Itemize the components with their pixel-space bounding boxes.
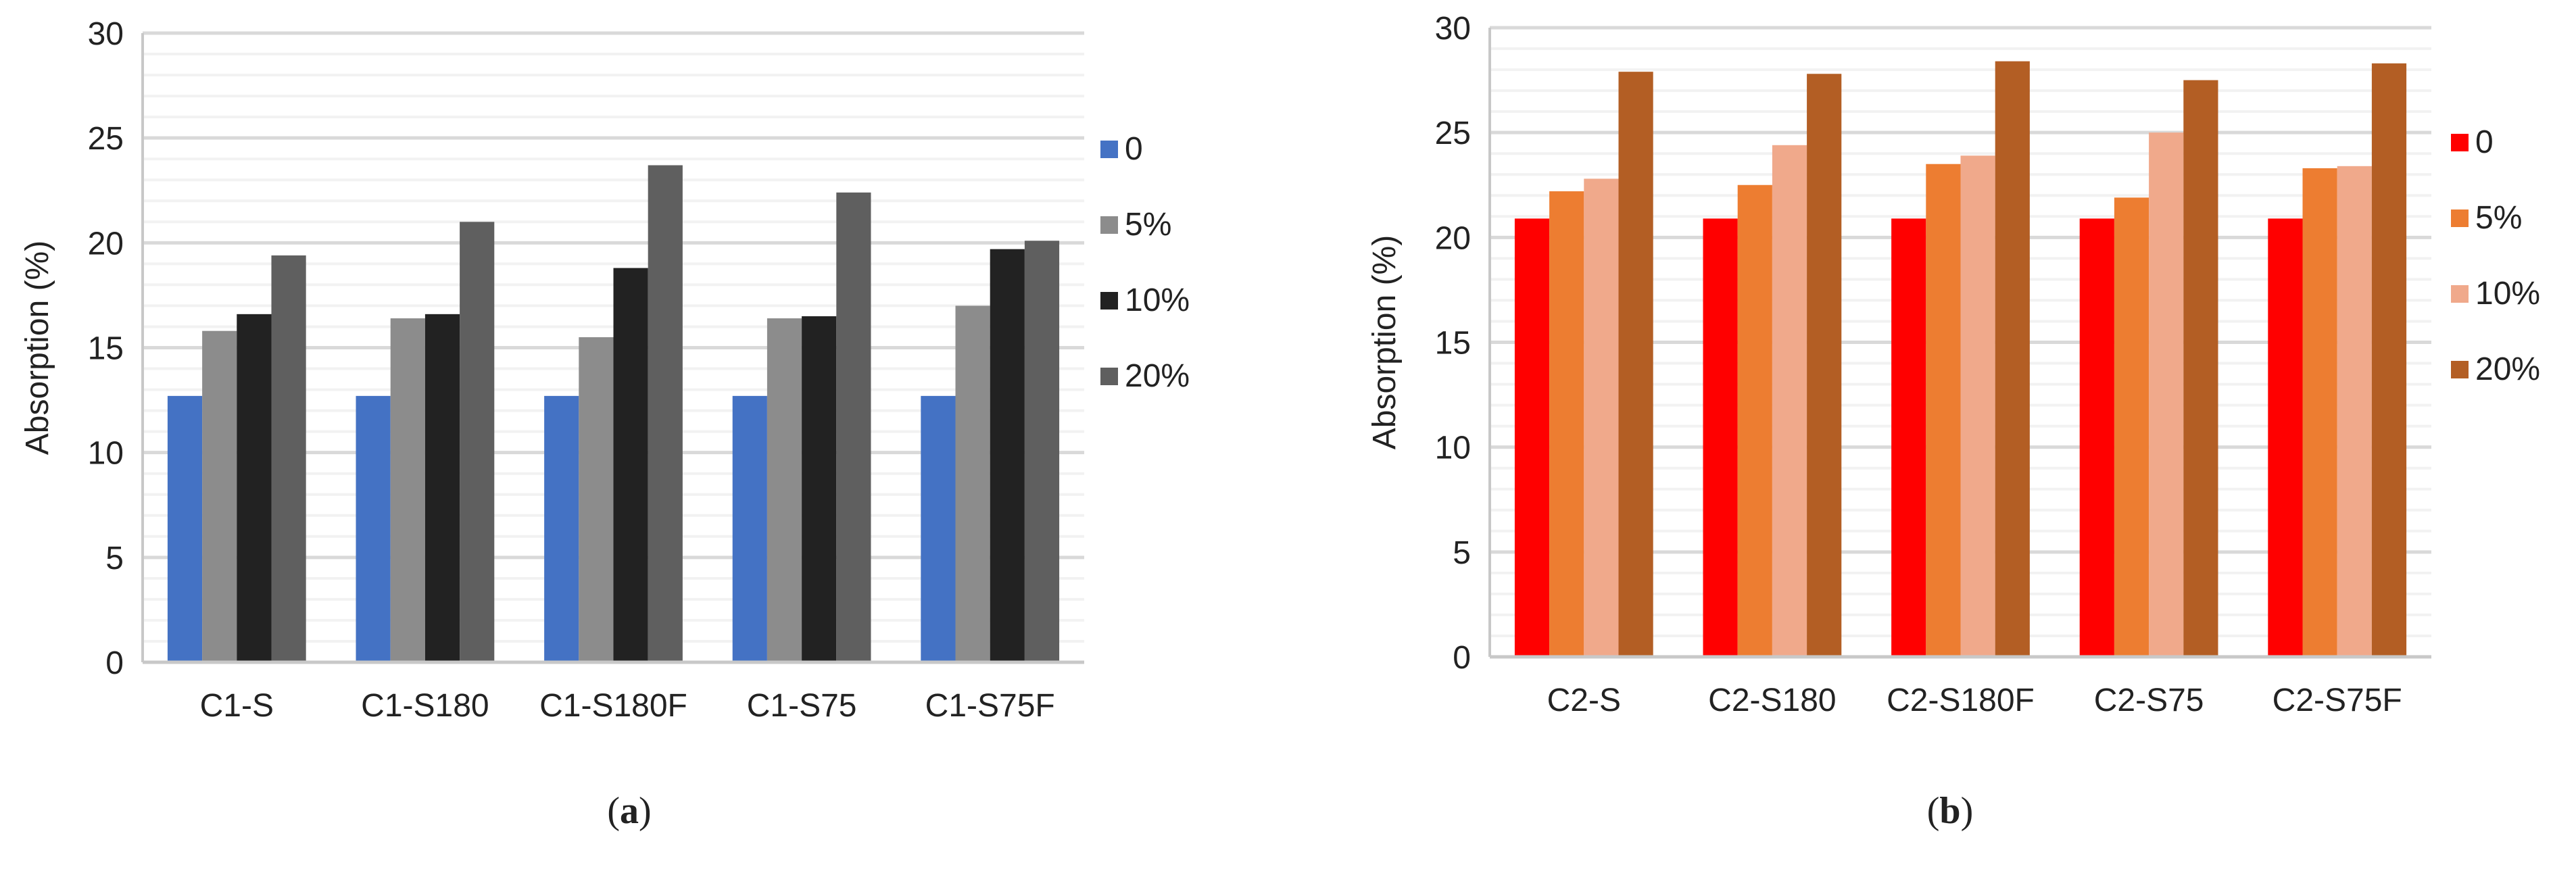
bar-C1-S75F-0 (921, 395, 956, 662)
legend-swatch (2451, 361, 2469, 378)
bar-C1-S75F-5% (955, 305, 990, 662)
y-tick-label: 10 (88, 436, 124, 472)
bar-C1-S-20% (271, 255, 306, 662)
bar-C2-S75-10% (2149, 132, 2184, 657)
legend-swatch (2451, 134, 2469, 151)
y-tick-label: 5 (105, 541, 124, 576)
y-tick-label: 25 (1435, 116, 1471, 151)
y-tick-label: 5 (1453, 535, 1471, 571)
bar-C2-S75-20% (2183, 80, 2218, 658)
bar-C2-S-0 (1514, 218, 1550, 657)
bar-C2-S75F-5% (2302, 168, 2337, 657)
legend-swatch (1100, 216, 1118, 234)
y-tick-label: 10 (1435, 430, 1471, 466)
legend-swatch (2451, 285, 2469, 303)
bar-C2-S180-10% (1772, 145, 1807, 657)
caption-label: b (1939, 790, 1960, 832)
y-tick-label: 0 (1453, 640, 1471, 676)
x-tick-label: C1-S180 (361, 688, 489, 724)
bar-C2-S75-0 (2079, 218, 2114, 657)
bar-C2-S75-5% (2114, 197, 2149, 657)
legend-label: 10% (2475, 276, 2540, 312)
y-tick-label: 20 (88, 226, 124, 262)
y-tick-label: 15 (88, 331, 124, 367)
legend-swatch (1100, 292, 1118, 310)
bar-C1-S180-0 (356, 395, 391, 662)
bar-C1-S75-20% (836, 192, 871, 662)
bar-C1-S180F-5% (579, 337, 614, 662)
bar-C2-S75F-10% (2337, 166, 2372, 657)
x-tick-label: C1-S180F (539, 688, 687, 724)
x-tick-label: C2-S75F (2273, 683, 2402, 718)
bar-C2-S180-5% (1737, 184, 1772, 657)
legend-swatch (1100, 368, 1118, 385)
x-tick-label: C1-S75 (747, 688, 857, 724)
bar-C2-S75F-0 (2268, 218, 2303, 657)
legend-label: 5% (1125, 207, 1171, 243)
x-tick-label: C1-S75F (925, 688, 1055, 724)
y-tick-label: 30 (88, 16, 124, 52)
x-tick-label: C2-S180F (1887, 683, 2035, 718)
bar-C1-S-0 (167, 395, 203, 662)
bar-C2-S180F-20% (1995, 61, 2030, 658)
bar-C1-S180-10% (424, 314, 460, 662)
bar-C1-S75-10% (802, 316, 837, 662)
bar-C1-S75-0 (732, 395, 767, 662)
bar-C1-S75-5% (767, 318, 802, 662)
chart-a: 0 5 10 15 20 25 30 Absorption (%) C1-S C1-S180 C1-… (20, 16, 1190, 832)
bar-C1-S180-20% (460, 222, 495, 662)
y-tick-label: 20 (1435, 220, 1471, 256)
bar-C2-S-10% (1584, 178, 1619, 657)
bar-C1-S75F-10% (990, 249, 1025, 663)
bar-C2-S75F-20% (2371, 63, 2407, 658)
legend: 0 5% 10% 20% (1100, 131, 1190, 394)
bar-C2-S180-20% (1807, 74, 1842, 658)
legend-swatch (2451, 209, 2469, 227)
legend-label: 20% (2475, 351, 2540, 387)
y-tick-label: 0 (105, 645, 124, 681)
y-axis-label: Absorption (%) (20, 241, 55, 455)
legend-label: 5% (2475, 200, 2522, 236)
legend-label: 0 (1125, 131, 1143, 167)
chart-b: 0 5 10 15 20 25 30 Absorption (%) C2-S C2-S180 C2-… (1367, 11, 2540, 832)
bar-C1-S180F-0 (544, 395, 579, 662)
bar-C2-S180F-10% (1960, 155, 1995, 657)
x-tick-label: C2-S180 (1708, 683, 1836, 718)
bar-C2-S180F-5% (1926, 164, 1961, 657)
x-tick-label: C2-S (1547, 683, 1621, 718)
x-tick-label: C1-S (200, 688, 274, 724)
bar-C2-S-20% (1618, 72, 1653, 658)
bar-C1-S180-5% (390, 318, 425, 662)
legend-label: 0 (2475, 124, 2494, 160)
x-tick-label: C2-S75 (2094, 683, 2204, 718)
bar-C2-S180-0 (1703, 218, 1738, 657)
y-tick-label: 15 (1435, 326, 1471, 362)
caption-label: a (620, 790, 639, 832)
bar-C2-S180F-0 (1891, 218, 1926, 657)
bar-C2-S-5% (1549, 191, 1584, 657)
legend-swatch (1100, 141, 1118, 158)
bar-C1-S-10% (237, 314, 272, 662)
legend-label: 20% (1125, 358, 1190, 394)
y-axis-label: Absorption (%) (1367, 235, 1403, 449)
y-tick-label: 30 (1435, 11, 1471, 47)
bar-C1-S180F-20% (648, 165, 683, 662)
bar-C1-S75F-20% (1024, 241, 1060, 663)
caption: (a) (607, 790, 651, 832)
caption: (b) (1927, 790, 1973, 832)
bar-C1-S-5% (202, 330, 237, 662)
bar-C1-S180F-10% (613, 268, 648, 662)
y-tick-label: 25 (88, 121, 124, 157)
legend-label: 10% (1125, 282, 1190, 318)
legend: 0 5% 10% 20% (2451, 124, 2540, 387)
